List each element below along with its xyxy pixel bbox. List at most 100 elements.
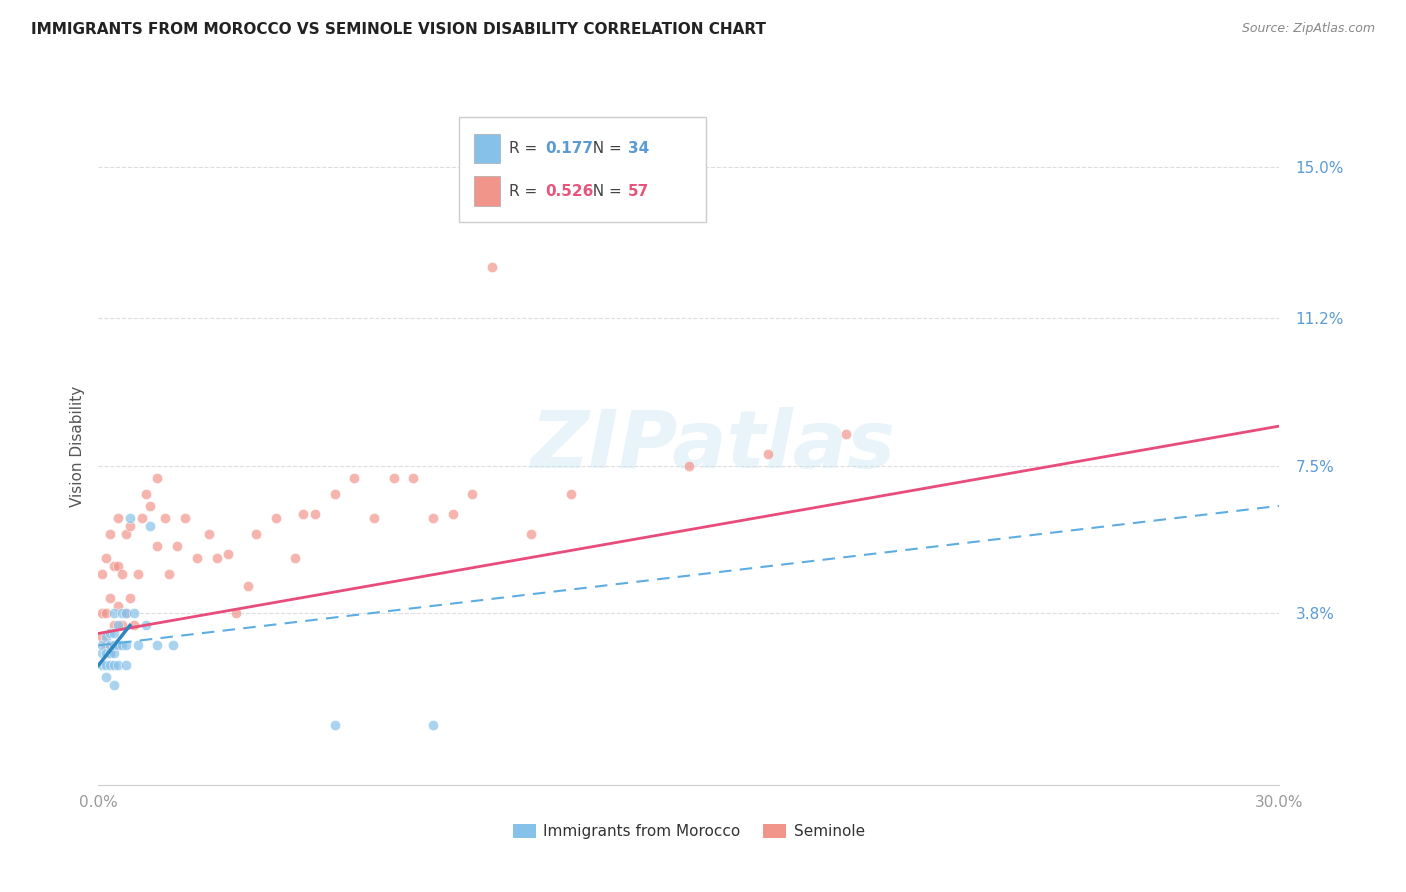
Point <box>146 639 169 653</box>
Point <box>98 658 121 673</box>
Point <box>96 646 118 660</box>
Text: R =: R = <box>509 184 543 199</box>
Point <box>146 539 169 553</box>
Text: N =: N = <box>582 141 626 156</box>
Point <box>236 578 259 592</box>
Point <box>402 471 425 485</box>
Point <box>382 471 405 485</box>
Point <box>111 639 134 653</box>
Point <box>103 626 125 640</box>
Point <box>323 718 346 732</box>
Point <box>122 607 145 621</box>
Point <box>98 591 121 605</box>
Point <box>122 618 145 632</box>
Point <box>264 510 287 524</box>
Point <box>103 678 125 692</box>
Point <box>138 499 160 513</box>
Text: R =: R = <box>509 141 543 156</box>
Text: IMMIGRANTS FROM MOROCCO VS SEMINOLE VISION DISABILITY CORRELATION CHART: IMMIGRANTS FROM MOROCCO VS SEMINOLE VISI… <box>31 22 766 37</box>
Point <box>107 510 129 524</box>
Point <box>157 566 180 581</box>
Point <box>107 599 129 613</box>
Point <box>835 427 858 442</box>
Point <box>107 558 129 573</box>
Point <box>98 526 121 541</box>
Point <box>422 510 444 524</box>
Point <box>217 547 239 561</box>
Point <box>304 507 326 521</box>
Point <box>284 550 307 565</box>
Point <box>155 510 177 524</box>
Point <box>115 607 138 621</box>
Point <box>197 526 219 541</box>
Point <box>146 471 169 485</box>
Point <box>96 639 118 653</box>
Point <box>96 631 118 645</box>
Point <box>138 518 160 533</box>
Point <box>678 458 700 473</box>
Point <box>115 607 138 621</box>
Text: ZIPatlas: ZIPatlas <box>530 407 896 485</box>
Point <box>225 607 247 621</box>
Point <box>323 487 346 501</box>
Point <box>98 626 121 640</box>
Point <box>481 260 503 274</box>
Point <box>91 631 114 645</box>
Point <box>292 507 315 521</box>
Text: 0.526: 0.526 <box>546 184 593 199</box>
Point <box>118 591 141 605</box>
Point <box>107 639 129 653</box>
Legend: Immigrants from Morocco, Seminole: Immigrants from Morocco, Seminole <box>506 818 872 845</box>
Text: 0.177: 0.177 <box>546 141 593 156</box>
Point <box>422 718 444 732</box>
Point <box>115 639 138 653</box>
Point <box>96 607 118 621</box>
Point <box>111 566 134 581</box>
Point <box>205 550 228 565</box>
Point <box>107 639 129 653</box>
Point <box>98 639 121 653</box>
Point <box>91 658 114 673</box>
Point <box>103 618 125 632</box>
Point <box>174 510 197 524</box>
Point <box>91 607 114 621</box>
Text: 57: 57 <box>627 184 648 199</box>
Point <box>520 526 543 541</box>
Point <box>756 447 779 461</box>
Point <box>96 658 118 673</box>
Point <box>91 566 114 581</box>
Point <box>111 618 134 632</box>
Point <box>96 550 118 565</box>
Point <box>118 510 141 524</box>
Point <box>98 646 121 660</box>
Point <box>103 658 125 673</box>
Point <box>135 487 157 501</box>
Point <box>343 471 366 485</box>
Text: Source: ZipAtlas.com: Source: ZipAtlas.com <box>1241 22 1375 36</box>
Point <box>115 526 138 541</box>
Point <box>91 646 114 660</box>
Point <box>441 507 464 521</box>
Point <box>363 510 385 524</box>
Point <box>115 658 138 673</box>
Text: N =: N = <box>582 184 626 199</box>
Point <box>560 487 582 501</box>
Point <box>111 607 134 621</box>
Point <box>103 639 125 653</box>
Point <box>107 618 129 632</box>
Point <box>135 618 157 632</box>
Y-axis label: Vision Disability: Vision Disability <box>69 385 84 507</box>
Point <box>96 670 118 684</box>
Point <box>107 658 129 673</box>
Point <box>98 646 121 660</box>
Point <box>103 646 125 660</box>
Point <box>127 566 149 581</box>
Point <box>103 558 125 573</box>
Point <box>166 539 188 553</box>
Point <box>186 550 208 565</box>
Point <box>118 518 141 533</box>
Point <box>91 639 114 653</box>
Point <box>162 639 184 653</box>
Point <box>461 487 484 501</box>
Point <box>245 526 267 541</box>
